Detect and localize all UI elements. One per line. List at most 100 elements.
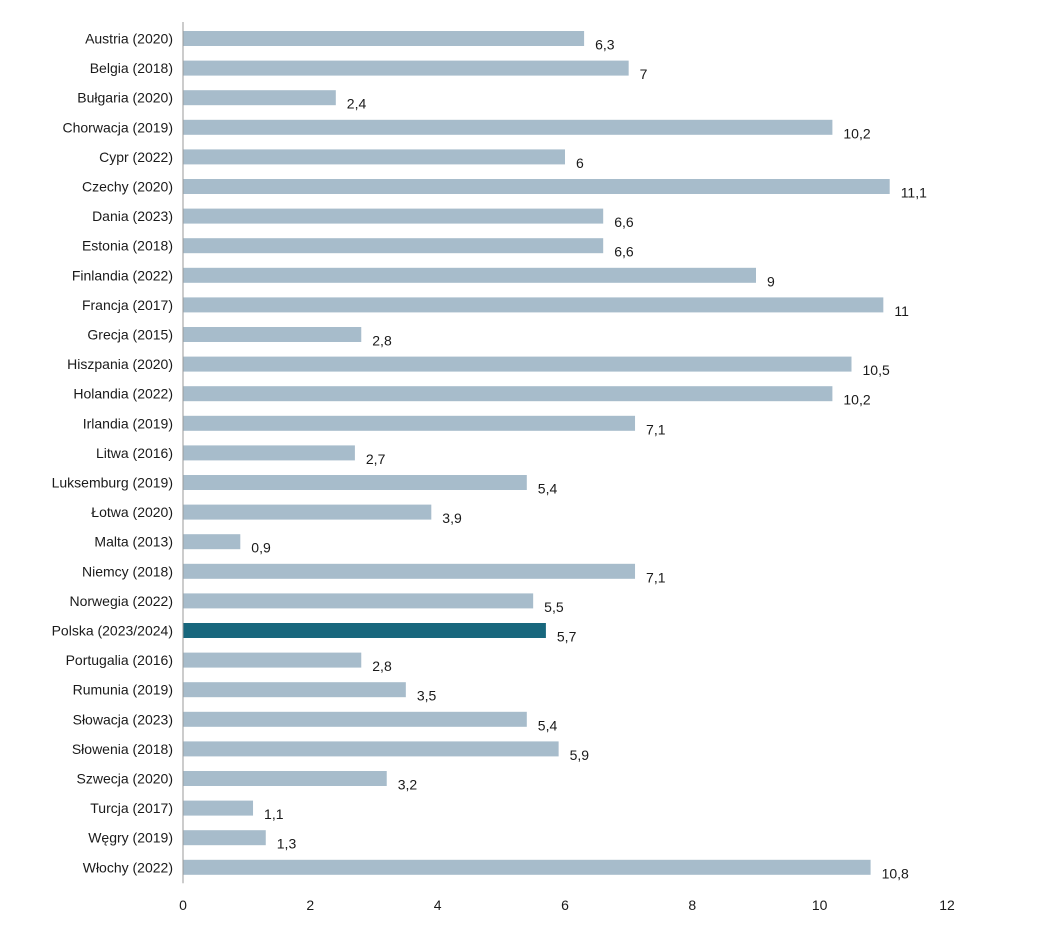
category-label: Chorwacja (2019) — [63, 119, 174, 135]
x-tick-label: 4 — [434, 897, 442, 913]
value-label: 1,1 — [264, 806, 284, 822]
bar — [183, 534, 241, 550]
bar — [183, 623, 546, 638]
category-labels: Austria (2020) Belgia (2018) Bułgaria (202… — [52, 31, 173, 876]
category-label: Finlandia (2022) — [72, 267, 173, 283]
value-label: 2,8 — [372, 658, 392, 674]
value-label: 5,4 — [538, 717, 558, 733]
category-label: Węgry (2019) — [88, 830, 173, 846]
bars-layer — [183, 31, 890, 875]
value-label: 7,1 — [646, 421, 666, 437]
value-label: 2,7 — [366, 451, 386, 467]
bar — [183, 90, 336, 106]
value-label: 6,3 — [595, 37, 615, 53]
bar — [183, 711, 527, 727]
bar — [183, 208, 604, 224]
value-label: 6,6 — [614, 214, 634, 230]
category-label: Dania (2023) — [92, 208, 173, 224]
bar — [183, 771, 387, 786]
category-label: Słowenia (2018) — [72, 741, 173, 757]
value-label: 3,2 — [398, 777, 418, 793]
bar — [183, 800, 254, 816]
bar — [183, 297, 884, 313]
value-label: 5,7 — [557, 629, 577, 645]
bar — [183, 60, 629, 76]
category-label: Austria (2020) — [85, 31, 173, 47]
x-tick-label: 0 — [179, 897, 187, 913]
category-label: Turcja (2017) — [90, 800, 173, 816]
category-label: Portugalia (2016) — [66, 652, 173, 668]
bar — [183, 386, 833, 402]
value-label: 10,2 — [843, 125, 870, 141]
bar — [183, 31, 585, 46]
value-label: 5,9 — [570, 747, 590, 763]
category-label: Litwa (2016) — [96, 445, 173, 461]
category-label: Czechy (2020) — [82, 179, 173, 195]
x-tick-label: 12 — [939, 897, 955, 913]
bar — [183, 682, 406, 698]
value-label: 1,3 — [277, 836, 297, 852]
category-label: Malta (2013) — [94, 534, 173, 550]
value-label: 10,8 — [882, 865, 909, 881]
value-label: 6 — [576, 155, 584, 171]
x-tick-label: 10 — [812, 897, 828, 913]
value-label: 10,2 — [843, 392, 870, 408]
bar — [183, 652, 362, 668]
bar — [183, 327, 362, 342]
category-label: Cypr (2022) — [99, 149, 173, 165]
bar — [183, 741, 559, 757]
value-label: 0,9 — [251, 540, 271, 556]
category-label: Szwecja (2020) — [77, 771, 174, 787]
category-label: Grecja (2015) — [87, 327, 173, 343]
value-label: 7,1 — [646, 569, 666, 585]
value-label: 2,8 — [372, 333, 392, 349]
value-label: 10,5 — [863, 362, 890, 378]
bar — [183, 119, 833, 135]
value-label: 3,5 — [417, 688, 437, 704]
category-label: Holandia (2022) — [73, 386, 173, 402]
category-label: Belgia (2018) — [90, 60, 173, 76]
axes: 0 2 4 6 8 10 12 — [179, 22, 955, 913]
category-label: Francja (2017) — [82, 297, 173, 313]
x-tick-label: 6 — [561, 897, 569, 913]
bar — [183, 267, 756, 283]
bar — [183, 415, 636, 431]
bar — [183, 859, 871, 875]
bar — [183, 475, 527, 490]
category-label: Irlandia (2019) — [83, 415, 173, 431]
value-label: 11,1 — [901, 185, 927, 201]
bar — [183, 179, 890, 194]
value-label: 5,5 — [544, 599, 564, 615]
category-label: Luksemburg (2019) — [52, 475, 173, 491]
value-label: 9 — [767, 273, 775, 289]
category-label: Polska (2023/2024) — [52, 623, 173, 639]
category-label: Włochy (2022) — [83, 859, 173, 875]
bar — [183, 563, 636, 579]
value-label: 2,4 — [347, 96, 367, 112]
x-tick-label: 8 — [688, 897, 696, 913]
category-label: Rumunia (2019) — [73, 682, 173, 698]
value-labels: 6,3 7 2,4 10,2 6 11,1 6,6 6,6 9 11 2,8 10,5 10,2 7,1 2… — [251, 37, 927, 882]
bar — [183, 504, 432, 520]
bar — [183, 830, 266, 846]
category-label: Hiszpania (2020) — [67, 356, 173, 372]
category-label: Bułgaria (2020) — [77, 90, 173, 106]
value-label: 6,6 — [614, 244, 634, 260]
category-label: Słowacja (2023) — [73, 711, 173, 727]
value-label: 11 — [894, 303, 909, 319]
bar — [183, 149, 565, 165]
category-label: Estonia (2018) — [82, 238, 173, 254]
bar — [183, 445, 355, 461]
bar — [183, 238, 604, 254]
value-label: 3,9 — [442, 510, 462, 526]
bar — [183, 593, 534, 609]
value-label: 7 — [640, 66, 648, 82]
category-label: Norwegia (2022) — [70, 593, 174, 609]
category-label: Łotwa (2020) — [91, 504, 173, 520]
x-tick-label: 2 — [306, 897, 314, 913]
category-label: Niemcy (2018) — [82, 563, 173, 579]
bar — [183, 356, 852, 372]
value-label: 5,4 — [538, 481, 558, 497]
